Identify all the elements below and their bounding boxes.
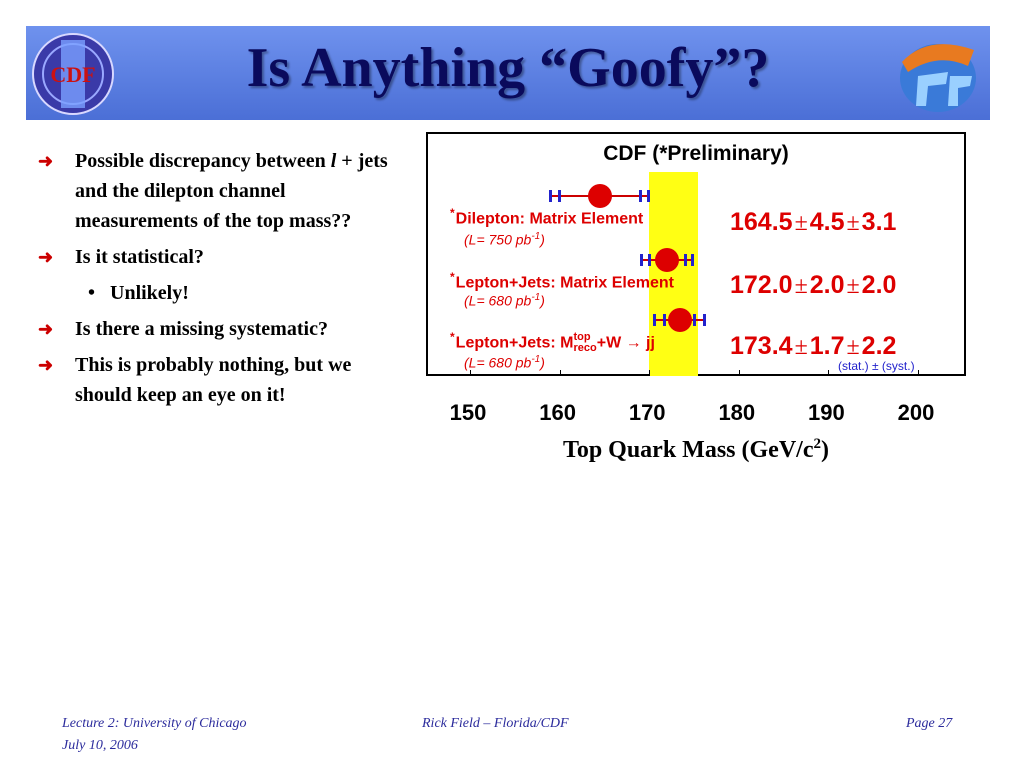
x-tick-mark <box>470 370 471 376</box>
x-tick-label: 180 <box>718 400 756 425</box>
error-bar-cap <box>638 190 642 202</box>
x-tick-mark <box>649 370 651 376</box>
error-bar-cap <box>662 314 666 326</box>
error-bar-cap <box>549 190 553 202</box>
top-mass-plot: CDF (*Preliminary) *Dilepton: Matrix Ele… <box>426 132 966 376</box>
footer-lecture: Lecture 2: University of Chicago <box>62 716 247 731</box>
bullet-text: + jets and the dilepton channel measurem… <box>75 150 388 232</box>
arrow-bullet-icon: ➜ <box>38 355 54 375</box>
arrow-bullet-icon: ➜ <box>38 319 54 339</box>
error-bar-cap <box>690 254 694 266</box>
cdf-logo: CDF <box>32 33 114 115</box>
slide-title: Is Anything “Goofy”? <box>246 37 770 99</box>
x-tick-label: 160 <box>539 400 576 425</box>
arrow-bullet-icon: ➜ <box>38 151 54 171</box>
measurement-result: 172.0±2.0±2.0 <box>730 271 897 299</box>
x-tick-mark <box>738 370 740 376</box>
bullet-item: ➜ Possible discrepancy between l + jets … <box>38 146 408 236</box>
error-bar-cap <box>647 190 651 202</box>
footer-page: Page 27 <box>906 716 953 731</box>
error-bar-cap <box>647 254 651 266</box>
slide-header: CDF Is Anything “Goofy”? <box>26 26 990 120</box>
bullet-text: Is there a missing systematic? <box>75 318 328 340</box>
x-tick-mark <box>559 370 561 376</box>
x-tick-label: 200 <box>897 400 935 425</box>
measurement-result: 164.5±4.5±3.1 <box>730 208 897 236</box>
bullet-text-italic: l <box>330 150 337 172</box>
svg-text:CDF: CDF <box>50 62 95 87</box>
sub-bullet-item: • Unlikely! <box>38 278 408 308</box>
bullet-text: Is it statistical? <box>75 246 204 268</box>
plot-title: CDF (*Preliminary) <box>603 142 789 165</box>
error-bar-cap <box>640 254 644 266</box>
measurement-label-ljets-me: *Lepton+Jets: Matrix Element <box>450 270 674 292</box>
bullet-list: ➜ Possible discrepancy between l + jets … <box>38 146 408 410</box>
bullet-item: ➜ Is there a missing systematic? <box>38 314 408 344</box>
bullet-text: Unlikely! <box>110 282 189 304</box>
stat-syst-note: (stat.) ± (syst.) <box>838 359 915 373</box>
bullet-item: ➜ This is probably nothing, but we shoul… <box>38 350 408 410</box>
footer-author: Rick Field – Florida/CDF <box>422 716 569 731</box>
measurement-point <box>667 308 692 332</box>
x-tick-label: 190 <box>808 400 845 425</box>
luminosity-label: (L= 750 pb-1) <box>464 231 545 248</box>
measurement-label-dilepton: *Dilepton: Matrix Element <box>450 206 644 228</box>
luminosity-label: (L= 680 pb-1) <box>464 292 545 309</box>
x-tick-label: 170 <box>628 400 666 425</box>
x-tick-mark <box>918 370 919 376</box>
error-bar-cap <box>683 254 687 266</box>
measurement-result: 173.4±1.7±2.2 <box>730 332 897 360</box>
luminosity-label: (L= 680 pb-1) <box>464 354 545 371</box>
measurement-point <box>655 248 680 272</box>
bullet-text: Possible discrepancy between <box>75 150 331 172</box>
measurement-point <box>587 184 612 208</box>
x-axis-label: Top Quark Mass (GeV/c2) <box>563 436 829 463</box>
footer-date: July 10, 2006 <box>62 738 138 753</box>
error-bar-cap <box>703 314 707 326</box>
error-bar-cap <box>693 314 697 326</box>
bullet-item: ➜ Is it statistical? <box>38 242 408 272</box>
x-tick-label: 150 <box>449 400 487 425</box>
dot-bullet-icon: • <box>88 282 96 304</box>
arrow-bullet-icon: ➜ <box>38 247 54 267</box>
bullet-text: This is probably nothing, but we should … <box>75 354 352 406</box>
x-tick-mark <box>828 370 830 376</box>
error-bar-cap <box>653 314 657 326</box>
average-band <box>649 172 699 376</box>
uf-logo <box>900 44 976 112</box>
error-bar-cap <box>558 190 562 202</box>
